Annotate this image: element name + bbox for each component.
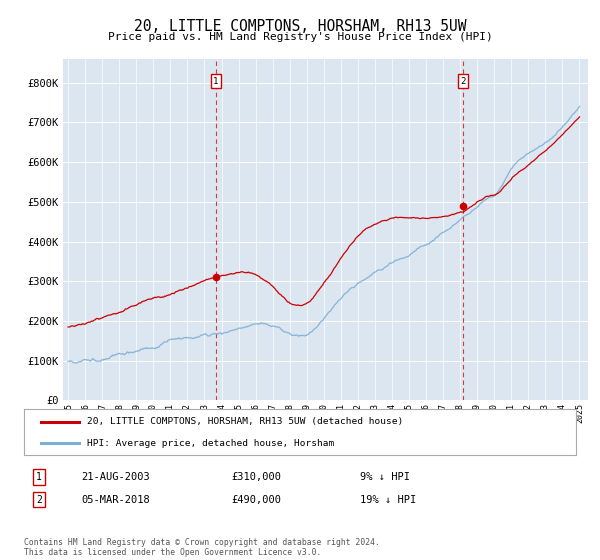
Text: 2: 2 [36, 494, 42, 505]
Text: 1: 1 [213, 77, 218, 86]
Text: Price paid vs. HM Land Registry's House Price Index (HPI): Price paid vs. HM Land Registry's House … [107, 32, 493, 43]
Text: 9% ↓ HPI: 9% ↓ HPI [360, 472, 410, 482]
Text: 19% ↓ HPI: 19% ↓ HPI [360, 494, 416, 505]
Text: HPI: Average price, detached house, Horsham: HPI: Average price, detached house, Hors… [88, 438, 335, 448]
Text: 21-AUG-2003: 21-AUG-2003 [81, 472, 150, 482]
Text: 20, LITTLE COMPTONS, HORSHAM, RH13 5UW (detached house): 20, LITTLE COMPTONS, HORSHAM, RH13 5UW (… [88, 417, 404, 426]
Text: 20, LITTLE COMPTONS, HORSHAM, RH13 5UW: 20, LITTLE COMPTONS, HORSHAM, RH13 5UW [134, 19, 466, 34]
Text: Contains HM Land Registry data © Crown copyright and database right 2024.
This d: Contains HM Land Registry data © Crown c… [24, 538, 380, 557]
Text: 2: 2 [460, 77, 466, 86]
Text: 1: 1 [36, 472, 42, 482]
Text: £310,000: £310,000 [231, 472, 281, 482]
Text: £490,000: £490,000 [231, 494, 281, 505]
Text: 05-MAR-2018: 05-MAR-2018 [81, 494, 150, 505]
